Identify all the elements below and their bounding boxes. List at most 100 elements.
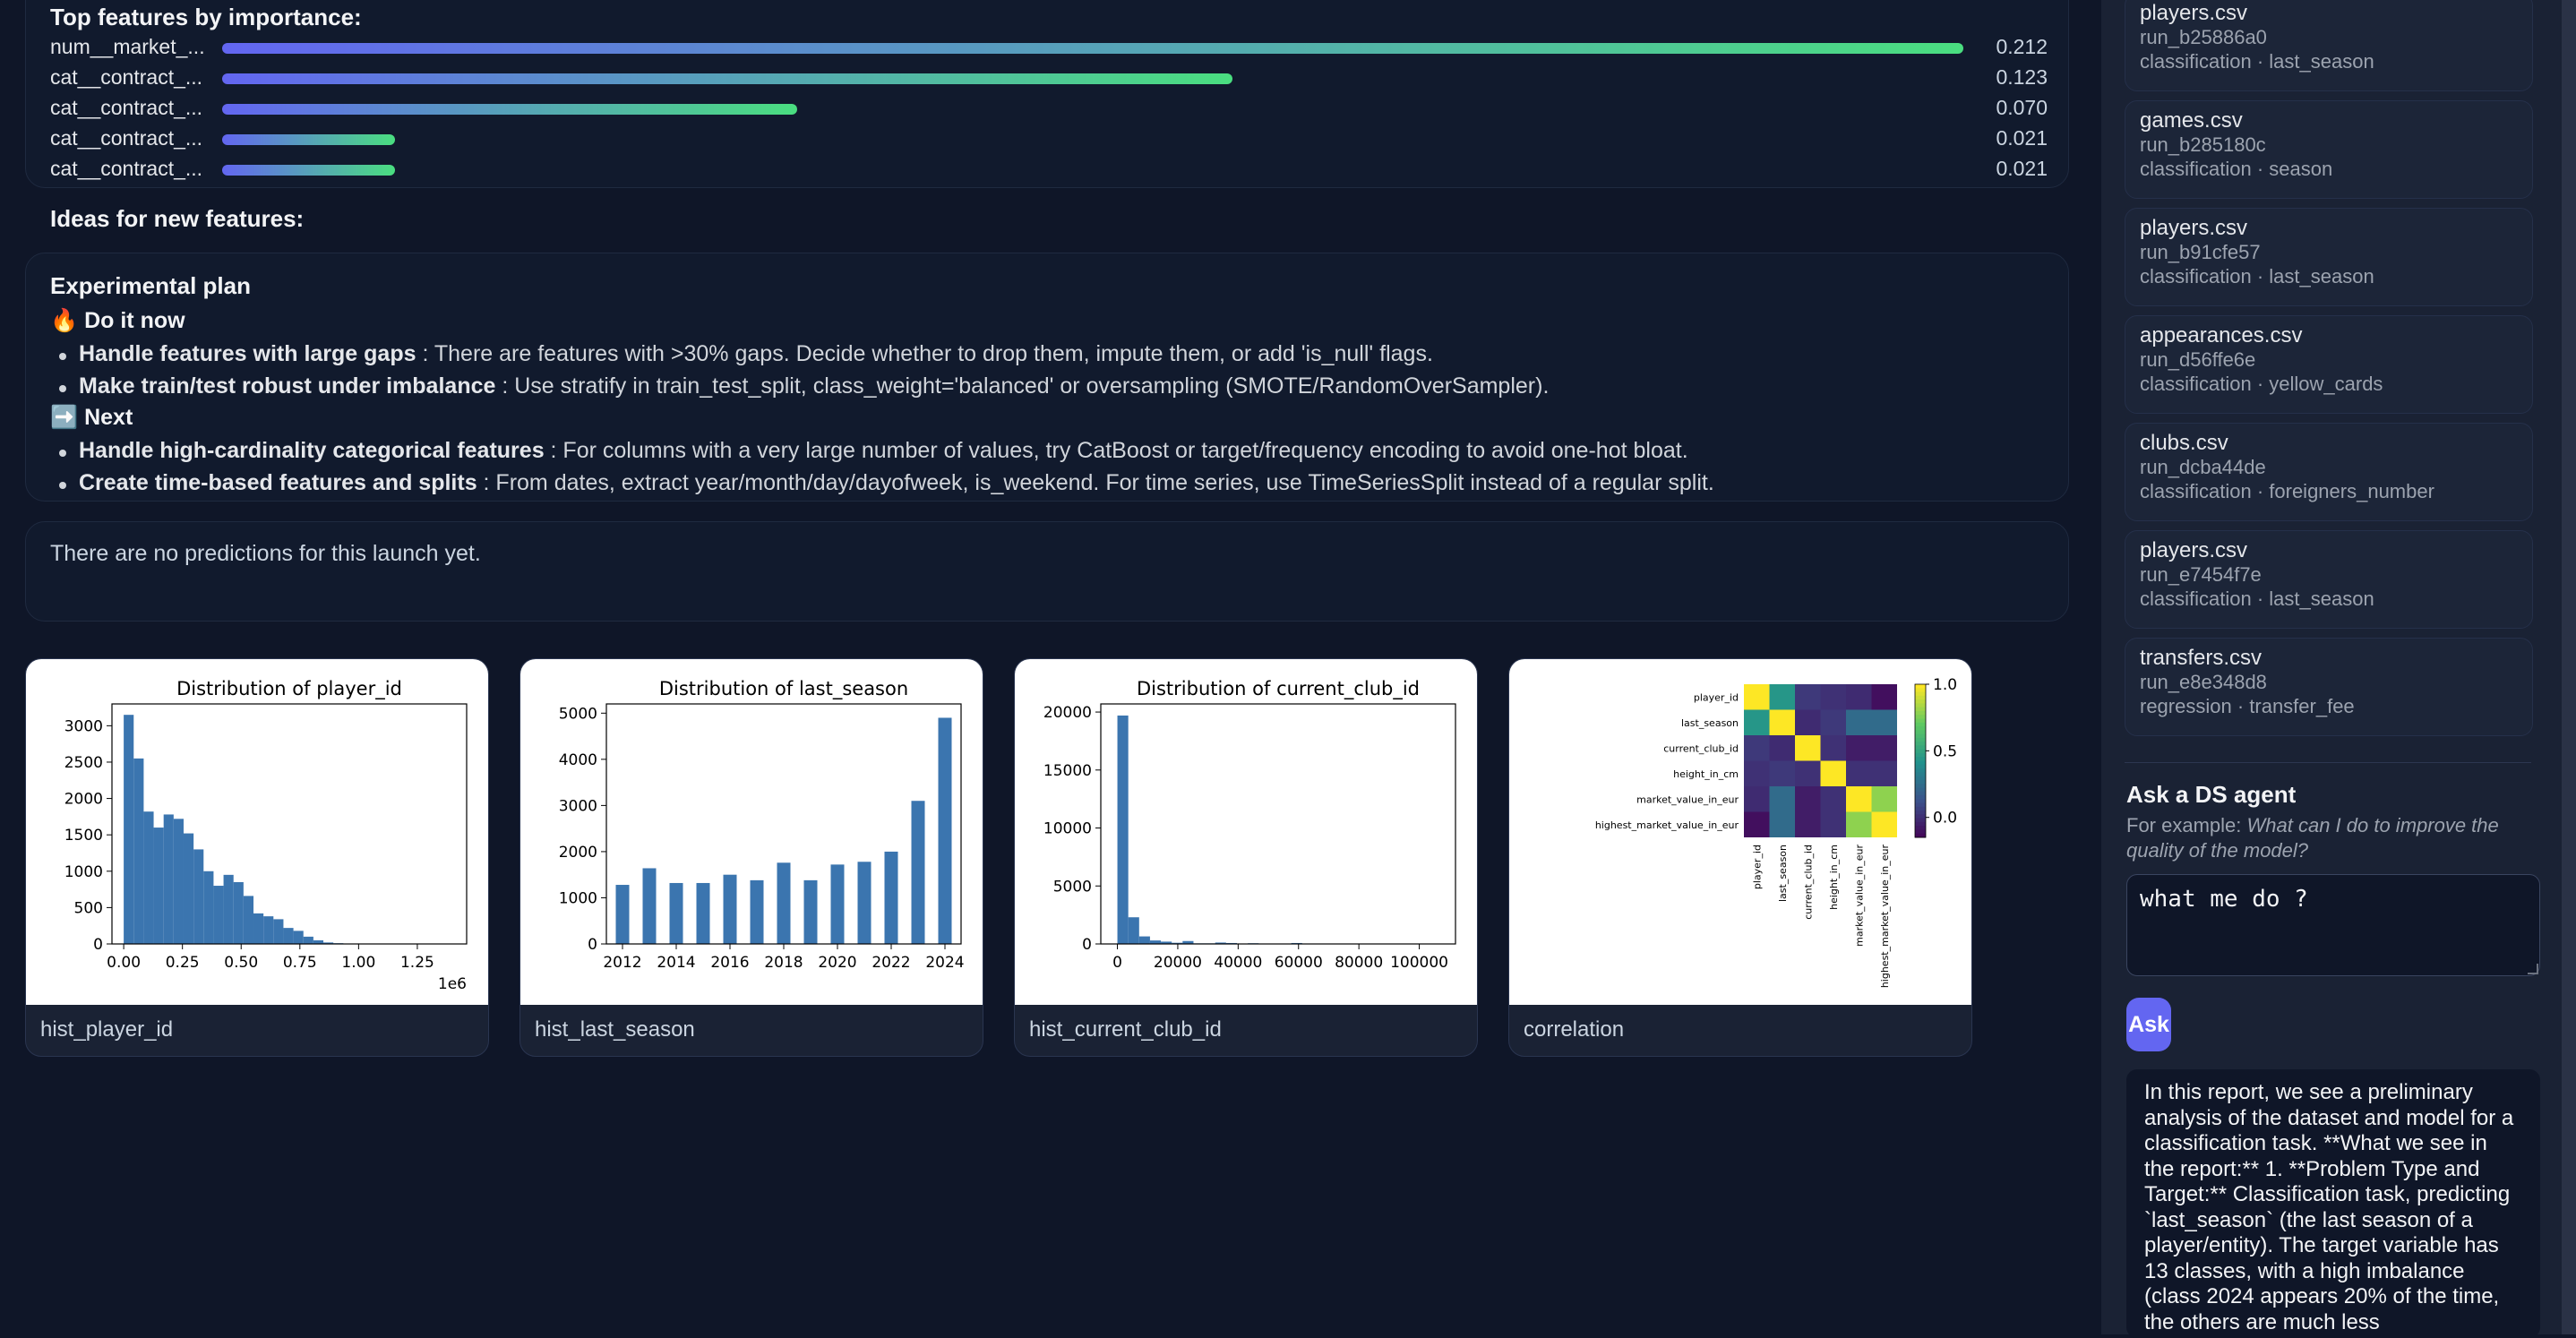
resize-handle-icon[interactable]	[2528, 964, 2538, 974]
x-tick-label: 0.50	[224, 954, 258, 972]
feature-row: cat__contract_... 0.070	[50, 94, 2048, 121]
run-id: run_d56ffe6e	[2140, 348, 2255, 372]
histogram-bar	[831, 864, 845, 944]
plan-item: Handle features with large gaps : There …	[79, 341, 1433, 367]
run-item[interactable]: players.csv run_b91cfe57 classification …	[2125, 208, 2533, 306]
colorbar-segment	[1915, 703, 1926, 708]
heatmap-cell	[1770, 812, 1796, 838]
run-file: games.csv	[2140, 108, 2243, 133]
histogram-bar	[184, 834, 193, 944]
heatmap-row-label: height_in_cm	[1673, 768, 1739, 780]
x-tick-label: 2014	[657, 954, 695, 972]
heatmap-cell	[1846, 812, 1872, 838]
x-tick-label: 100000	[1390, 954, 1448, 972]
colorbar-segment	[1915, 742, 1926, 746]
histogram-bar	[858, 862, 872, 944]
colorbar-segment	[1915, 822, 1926, 827]
run-id: run_b285180c	[2140, 133, 2266, 157]
plan-item-title: Handle high-cardinality categorical feat…	[79, 438, 545, 463]
heatmap-col-label: height_in_cm	[1828, 845, 1840, 910]
plan-item-text: : From dates, extract year/month/day/day…	[477, 470, 1714, 495]
run-file: players.csv	[2140, 1, 2247, 26]
heatmap-col-label: market_value_in_eur	[1853, 845, 1865, 947]
feature-row: cat__contract_... 0.123	[50, 64, 2048, 90]
chart-caption: hist_current_club_id	[1029, 1017, 1222, 1042]
run-id: run_dcba44de	[2140, 456, 2266, 479]
feature-row: cat__contract_... 0.021	[50, 155, 2048, 182]
y-tick-label: 5000	[559, 705, 597, 723]
colorbar-segment	[1915, 807, 1926, 811]
x-tick-label: 2020	[818, 954, 856, 972]
colorbar-segment	[1915, 711, 1926, 716]
colorbar-segment	[1915, 776, 1926, 781]
x-tick-label: 1.00	[341, 954, 375, 972]
colorbar-segment	[1915, 799, 1926, 803]
sidebar: players.csv run_b25886a0 classification …	[2101, 0, 2576, 1334]
colorbar-segment	[1915, 803, 1926, 808]
run-item[interactable]: players.csv run_e7454f7e classification …	[2125, 530, 2533, 629]
y-tick-label: 15000	[1043, 762, 1092, 780]
run-item[interactable]: appearances.csv run_d56ffe6e classificat…	[2125, 315, 2533, 414]
run-id: run_e8e348d8	[2140, 671, 2267, 694]
plan-title: Experimental plan	[50, 272, 251, 300]
scrollbar[interactable]	[2562, 0, 2576, 1334]
histogram-bar	[273, 919, 283, 944]
y-tick-label: 2000	[64, 791, 103, 809]
ask-button[interactable]: Ask	[2126, 998, 2171, 1051]
x-tick-label: 40000	[1214, 954, 1262, 972]
histogram-bar	[124, 715, 133, 944]
y-tick-label: 3000	[559, 797, 597, 815]
x-tick-label: 2016	[710, 954, 749, 972]
heatmap-row-label: market_value_in_eur	[1636, 793, 1739, 805]
histogram-bar	[283, 928, 293, 944]
colorbar-segment	[1915, 768, 1926, 773]
heatmap-cell	[1821, 710, 1847, 736]
heatmap-cell	[1770, 786, 1796, 812]
plan-item-text: : Use stratify in train_test_split, clas…	[495, 373, 1549, 399]
histogram-bar	[697, 883, 710, 944]
feature-row: num__market_... 0.212	[50, 33, 2048, 60]
colorbar-segment	[1915, 795, 1926, 800]
histogram-bar	[1129, 917, 1139, 944]
question-input[interactable]: what me do ?	[2126, 874, 2540, 976]
run-item[interactable]: transfers.csv run_e8e348d8 regression · …	[2125, 638, 2533, 736]
heatmap-cell	[1795, 684, 1821, 710]
histogram-bar	[1118, 716, 1129, 944]
y-tick-label: 2000	[559, 844, 597, 862]
histogram-bar	[154, 828, 164, 944]
colorbar-segment	[1915, 753, 1926, 758]
feature-importance-bar	[222, 104, 797, 115]
heatmap-cell	[1795, 735, 1821, 761]
heatmap-cell	[1795, 710, 1821, 736]
heatmap-row-label: highest_market_value_in_eur	[1595, 819, 1739, 831]
y-tick-label: 5000	[1053, 878, 1092, 896]
histogram-bar	[304, 937, 313, 944]
heatmap-cell	[1744, 710, 1770, 736]
bullet-icon	[59, 385, 66, 392]
histogram-bar	[193, 849, 203, 944]
run-item[interactable]: clubs.csv run_dcba44de classification · …	[2125, 423, 2533, 521]
x-tick-label: 2024	[925, 954, 964, 972]
run-id: run_b91cfe57	[2140, 241, 2261, 264]
heatmap-col-label: player_id	[1751, 845, 1763, 889]
run-meta: classification · last_season	[2140, 265, 2374, 288]
colorbar-segment	[1915, 819, 1926, 823]
heatmap-cell	[1770, 710, 1796, 736]
histogram-bar	[263, 916, 273, 944]
run-item[interactable]: games.csv run_b285180c classification · …	[2125, 100, 2533, 199]
heatmap-cell	[1770, 684, 1796, 710]
histogram-bar	[203, 871, 213, 944]
heatmap-cell	[1821, 786, 1847, 812]
run-item[interactable]: players.csv run_b25886a0 classification …	[2125, 0, 2533, 91]
colorbar-segment	[1915, 765, 1926, 769]
feature-importance-title: Top features by importance:	[50, 4, 362, 31]
feature-importance-bar	[222, 165, 395, 176]
ask-hint: For example: What can I do to improve th…	[2126, 813, 2538, 863]
colorbar-segment	[1915, 730, 1926, 734]
colorbar-segment	[1915, 745, 1926, 750]
